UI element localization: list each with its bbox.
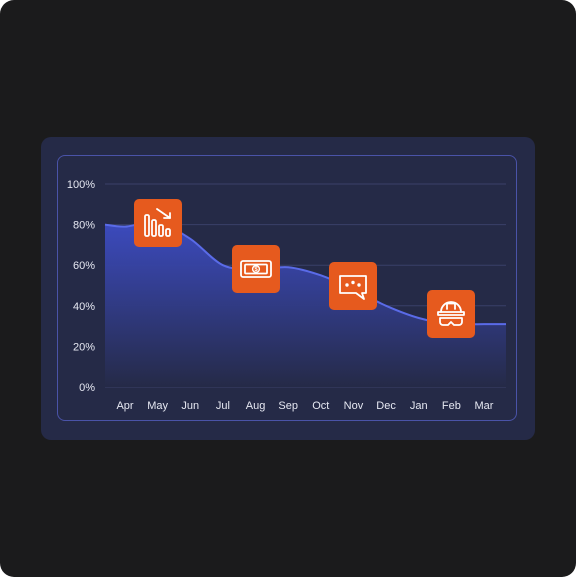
x-tick-label: Sep bbox=[278, 400, 298, 412]
chart-marker-declining-bar-chart[interactable] bbox=[133, 198, 182, 247]
y-tick-label: 60% bbox=[73, 260, 95, 272]
svg-text:$: $ bbox=[254, 267, 258, 273]
x-tick-label: Aug bbox=[246, 400, 266, 412]
y-tick-label: 0% bbox=[79, 382, 95, 394]
x-tick-label: May bbox=[147, 400, 168, 412]
x-tick-label: Nov bbox=[344, 400, 364, 412]
y-tick-label: 100% bbox=[67, 179, 95, 191]
y-tick-label: 40% bbox=[73, 301, 95, 313]
chart-marker-safety-helmet[interactable] bbox=[427, 289, 476, 338]
y-tick-label: 80% bbox=[73, 220, 95, 232]
x-tick-label: Jan bbox=[410, 400, 428, 412]
x-tick-label: Mar bbox=[475, 400, 494, 412]
x-tick-label: Apr bbox=[116, 400, 133, 412]
area-fill bbox=[105, 222, 506, 387]
x-tick-label: Jul bbox=[216, 400, 230, 412]
safety-helmet-goggles-icon bbox=[437, 301, 466, 326]
banknote-icon: $ bbox=[239, 260, 272, 279]
chart-marker-chat-bubble[interactable] bbox=[329, 261, 378, 310]
x-tick-label: Feb bbox=[442, 400, 461, 412]
chat-bubble-icon bbox=[339, 274, 368, 300]
y-tick-label: 20% bbox=[73, 341, 95, 353]
x-tick-label: Dec bbox=[376, 400, 396, 412]
declining-bar-chart-icon bbox=[143, 207, 171, 237]
x-tick-label: Oct bbox=[312, 400, 329, 412]
chart-marker-banknote[interactable]: $ bbox=[231, 245, 280, 294]
chart-panel bbox=[57, 155, 517, 421]
x-tick-label: Jun bbox=[181, 400, 199, 412]
